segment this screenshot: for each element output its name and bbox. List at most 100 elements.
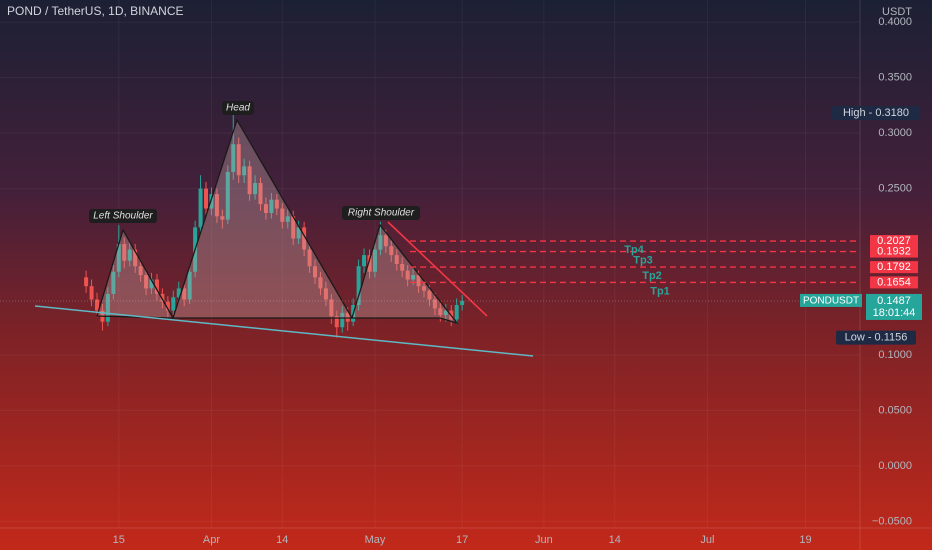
candle-body [160,293,165,302]
target-price-label: 0.1792 [877,261,911,273]
x-tick-label: 19 [799,534,811,546]
candle-body [313,266,318,278]
candle-body [383,235,388,247]
candle-body [247,166,252,195]
currency-label: USDT [882,6,912,18]
candle-body [220,216,225,220]
candle-body [209,194,214,209]
candle-body [422,286,427,291]
target-price-box [870,276,918,289]
symbol-label: PONDUSDT [803,296,859,307]
candle-body [214,194,219,217]
candle-body [460,300,465,306]
candle-body [389,246,394,256]
candle-body [443,310,448,316]
symbol-title: POND / TetherUS, 1D, BINANCE [7,4,184,18]
high-marker-box [832,106,920,121]
y-tick-label: 0.4000 [878,16,912,28]
high-marker-label: High - 0.3180 [843,107,909,119]
candle-body [165,301,170,311]
candle-body [171,297,176,311]
x-tick-label: Apr [203,534,220,546]
candles [84,113,465,338]
y-tick-label: 0.0000 [878,460,912,472]
x-tick-label: May [365,534,386,546]
y-tick-label: 0.0500 [878,404,912,416]
candle-body [378,235,383,250]
candle-body [84,277,89,287]
target-name: Tp3 [633,254,653,266]
candle-body [291,216,296,239]
candle-body [280,208,285,222]
candle-body [362,255,367,267]
candle-body [411,275,416,280]
low-marker-box [836,330,916,345]
candle-body [182,288,187,300]
candle-body [133,249,138,267]
candle-body [329,299,334,317]
candle-body [122,244,127,261]
candle-body [187,271,192,300]
candle-body [89,286,94,300]
y-tick-label: 0.3500 [878,72,912,84]
right-shoulder-shape [351,223,459,325]
candle-body [307,249,312,267]
candle-body [367,255,372,272]
candle-body [302,227,307,250]
candle-body [394,255,399,264]
candle-body [416,275,421,287]
y-tick-label: −0.0500 [872,515,912,527]
x-tick-label: 14 [276,534,288,546]
candle-body [356,266,361,306]
x-tick-label: 15 [113,534,125,546]
target-name: Tp4 [624,244,644,256]
candle-body [274,199,279,209]
annotation-box [222,101,254,115]
x-tick-label: 14 [609,534,621,546]
y-tick-label: 0.3000 [878,127,912,139]
candle-body [116,244,121,272]
candle-body [149,279,154,289]
candle-body [198,188,203,228]
target-price-box [870,261,918,274]
candle-body [242,166,247,176]
candle-body [263,204,268,213]
symbol-box [800,293,862,307]
x-tick-label: Jul [700,534,714,546]
candle-body [111,271,116,294]
candle-body [105,293,110,322]
candle-body [138,266,143,276]
target-price-box [870,235,918,248]
candle-body [372,249,377,272]
target-price-label: 0.1654 [877,276,911,288]
candle-body [144,275,149,289]
target-name: Tp1 [650,285,670,297]
candle-body [323,288,328,300]
candle-body [204,188,209,209]
candle-body [340,312,345,328]
last-price-box [866,293,922,320]
candle-body [95,299,100,311]
annotation-label: Head [226,103,250,114]
candle-body [438,308,443,316]
y-tick-label: 0.1000 [878,349,912,361]
left-shoulder-shape [96,228,175,319]
target-price-label: 0.1932 [877,245,911,257]
annotation-box [342,206,420,220]
candle-body [296,227,301,239]
pattern-drawings [34,118,534,357]
candle-body [269,199,274,213]
candle-body [285,216,290,222]
trend-line [387,221,488,317]
candle-body [405,270,410,280]
candle-body [400,264,405,271]
candle-body [236,144,241,176]
countdown-label: 18:01:44 [873,307,916,319]
low-marker-label: Low - 0.1156 [845,332,908,344]
candle-body [427,290,432,300]
last-price-label: 0.1487 [877,295,911,307]
candle-body [231,144,236,172]
y-tick-label: 0.2500 [878,182,912,194]
